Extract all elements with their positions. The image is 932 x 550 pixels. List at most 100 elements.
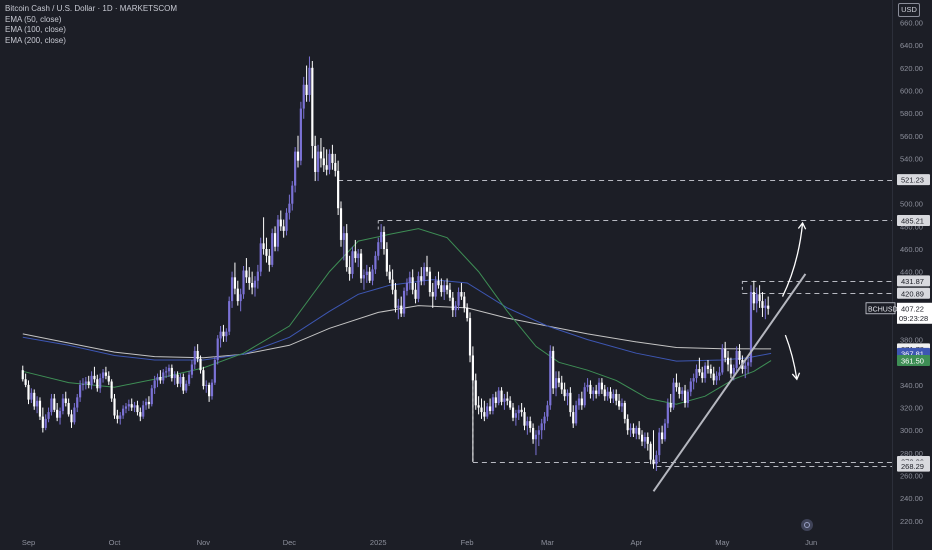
- candle[interactable]: [726, 350, 730, 372]
- candle[interactable]: [345, 224, 348, 272]
- candle[interactable]: [322, 147, 325, 172]
- candle[interactable]: [494, 391, 497, 408]
- candle[interactable]: [744, 359, 747, 379]
- candle[interactable]: [463, 292, 466, 313]
- candle[interactable]: [253, 276, 257, 297]
- candle[interactable]: [606, 387, 609, 401]
- candle[interactable]: [359, 249, 363, 283]
- candle[interactable]: [491, 393, 495, 415]
- candle[interactable]: [718, 366, 721, 381]
- candle[interactable]: [302, 76, 305, 119]
- candle[interactable]: [58, 407, 62, 425]
- candle[interactable]: [170, 364, 173, 382]
- candle[interactable]: [311, 61, 314, 159]
- candle[interactable]: [689, 378, 692, 397]
- candle[interactable]: [712, 366, 715, 385]
- candle[interactable]: [179, 373, 182, 388]
- candle[interactable]: [294, 147, 297, 193]
- candle[interactable]: [299, 101, 302, 166]
- candle[interactable]: [646, 432, 649, 451]
- candle[interactable]: [595, 384, 598, 399]
- candle[interactable]: [144, 398, 148, 410]
- candle[interactable]: [586, 378, 589, 392]
- candle[interactable]: [721, 344, 724, 375]
- candle[interactable]: [110, 379, 113, 402]
- candle[interactable]: [423, 262, 426, 286]
- candle[interactable]: [655, 450, 658, 471]
- candle[interactable]: [67, 398, 70, 417]
- candle[interactable]: [609, 387, 612, 404]
- candle[interactable]: [113, 393, 116, 419]
- candle[interactable]: [208, 382, 211, 402]
- candle[interactable]: [661, 425, 664, 444]
- candle[interactable]: [107, 371, 110, 385]
- candle[interactable]: [724, 341, 727, 363]
- candle[interactable]: [612, 389, 615, 404]
- legend-ema100[interactable]: EMA (100, close): [5, 25, 66, 34]
- candle[interactable]: [365, 264, 368, 283]
- candle[interactable]: [405, 278, 409, 296]
- candle[interactable]: [50, 393, 53, 416]
- candle[interactable]: [162, 369, 165, 384]
- candle[interactable]: [600, 378, 603, 394]
- candle[interactable]: [165, 366, 168, 379]
- candle[interactable]: [182, 373, 185, 394]
- candle[interactable]: [557, 371, 560, 388]
- currency-button[interactable]: USD: [898, 3, 920, 17]
- candle[interactable]: [563, 382, 566, 401]
- candle[interactable]: [173, 371, 176, 385]
- candle[interactable]: [681, 387, 684, 401]
- candle[interactable]: [468, 312, 472, 363]
- candle[interactable]: [225, 328, 228, 342]
- candle[interactable]: [139, 407, 142, 422]
- candle[interactable]: [36, 396, 39, 414]
- candle[interactable]: [457, 287, 460, 311]
- candle[interactable]: [230, 271, 234, 308]
- candle[interactable]: [546, 400, 549, 422]
- candle[interactable]: [44, 414, 47, 431]
- candle[interactable]: [196, 344, 199, 363]
- candle[interactable]: [104, 366, 108, 380]
- candle[interactable]: [276, 215, 280, 252]
- candle[interactable]: [397, 298, 400, 320]
- candle[interactable]: [531, 423, 535, 444]
- candle[interactable]: [41, 407, 44, 433]
- candle[interactable]: [319, 138, 323, 168]
- candle[interactable]: [434, 276, 437, 300]
- candle[interactable]: [454, 301, 457, 317]
- candle[interactable]: [133, 401, 136, 413]
- candle[interactable]: [666, 398, 669, 428]
- candle[interactable]: [308, 56, 311, 102]
- candle[interactable]: [523, 407, 526, 431]
- candle[interactable]: [709, 364, 712, 379]
- candle[interactable]: [738, 344, 741, 365]
- candle[interactable]: [193, 346, 196, 370]
- candle[interactable]: [466, 303, 469, 322]
- candle[interactable]: [603, 384, 606, 401]
- candle[interactable]: [483, 400, 486, 422]
- candle[interactable]: [385, 242, 388, 277]
- candle[interactable]: [747, 357, 750, 374]
- candle[interactable]: [93, 366, 96, 383]
- candle[interactable]: [761, 292, 764, 317]
- candle[interactable]: [228, 296, 231, 336]
- candle[interactable]: [632, 423, 635, 437]
- candle[interactable]: [354, 239, 357, 263]
- candle[interactable]: [675, 373, 678, 392]
- candle[interactable]: [540, 418, 543, 440]
- candle[interactable]: [251, 271, 254, 295]
- candle[interactable]: [242, 265, 245, 299]
- candle[interactable]: [474, 373, 477, 410]
- candle[interactable]: [460, 282, 463, 300]
- candle[interactable]: [219, 326, 222, 348]
- candle[interactable]: [497, 387, 500, 406]
- candle[interactable]: [202, 366, 205, 390]
- candle[interactable]: [672, 378, 675, 410]
- candle[interactable]: [640, 430, 644, 447]
- candle[interactable]: [615, 389, 618, 406]
- candle[interactable]: [199, 355, 202, 374]
- candle[interactable]: [623, 400, 626, 424]
- candle[interactable]: [529, 416, 532, 433]
- candle[interactable]: [704, 362, 707, 383]
- candle[interactable]: [216, 335, 219, 365]
